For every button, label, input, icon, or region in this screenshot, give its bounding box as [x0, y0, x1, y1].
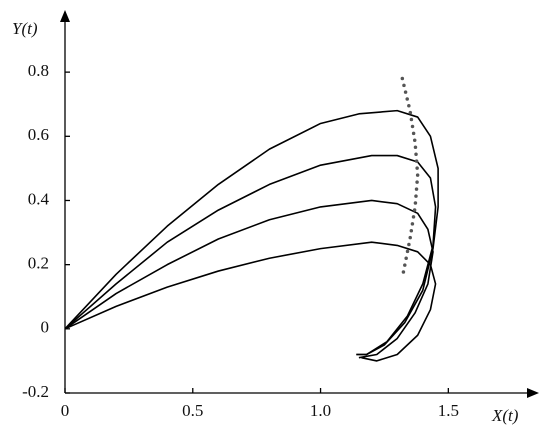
x-axis-label: X(t) [491, 406, 519, 425]
series-line [64, 241, 437, 362]
y-axis-arrow [60, 10, 70, 22]
x-tick-label: 0.5 [182, 401, 203, 420]
x-tick-label: 0 [61, 401, 70, 420]
series-line [64, 154, 437, 356]
series-line [400, 76, 420, 280]
x-tick-label: 1.0 [310, 401, 331, 420]
y-tick-label: 0.8 [28, 61, 49, 80]
y-tick-label: -0.2 [22, 382, 49, 401]
y-tick-label: 0.6 [28, 125, 49, 144]
series-line [64, 199, 434, 359]
x-tick-label: 1.5 [438, 401, 459, 420]
x-axis-arrow [527, 388, 539, 398]
y-tick-label: 0.4 [28, 189, 50, 208]
y-tick-label: 0 [41, 318, 50, 337]
y-axis-label: Y(t) [12, 19, 38, 38]
series-line [64, 109, 439, 356]
y-tick-label: 0.2 [28, 254, 49, 273]
